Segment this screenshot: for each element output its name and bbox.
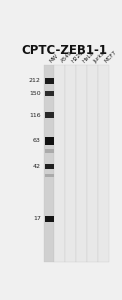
Text: MCF7: MCF7 <box>103 50 118 64</box>
Text: Jurkat: Jurkat <box>93 49 107 64</box>
Bar <box>44 65 55 262</box>
Bar <box>65 65 76 262</box>
Text: H226: H226 <box>71 50 85 64</box>
Bar <box>76 65 87 262</box>
Text: A549: A549 <box>60 50 74 64</box>
Text: 17: 17 <box>33 216 41 221</box>
Bar <box>45 112 54 118</box>
Text: 150: 150 <box>29 91 41 96</box>
Bar <box>45 137 54 145</box>
Bar <box>45 78 54 84</box>
Text: MW: MW <box>49 53 60 64</box>
Bar <box>45 149 54 153</box>
Text: 42: 42 <box>33 164 41 169</box>
Bar <box>98 65 109 262</box>
Bar <box>45 91 54 96</box>
Text: 116: 116 <box>29 113 41 118</box>
Text: HeLa: HeLa <box>82 50 95 64</box>
Bar <box>55 65 65 262</box>
Bar <box>45 164 54 169</box>
Bar <box>87 65 98 262</box>
Bar <box>44 65 109 262</box>
Bar <box>45 174 54 177</box>
Bar <box>45 216 54 222</box>
Text: 63: 63 <box>33 138 41 143</box>
Text: CPTC-ZEB1-1: CPTC-ZEB1-1 <box>21 44 107 57</box>
Text: 212: 212 <box>29 78 41 83</box>
